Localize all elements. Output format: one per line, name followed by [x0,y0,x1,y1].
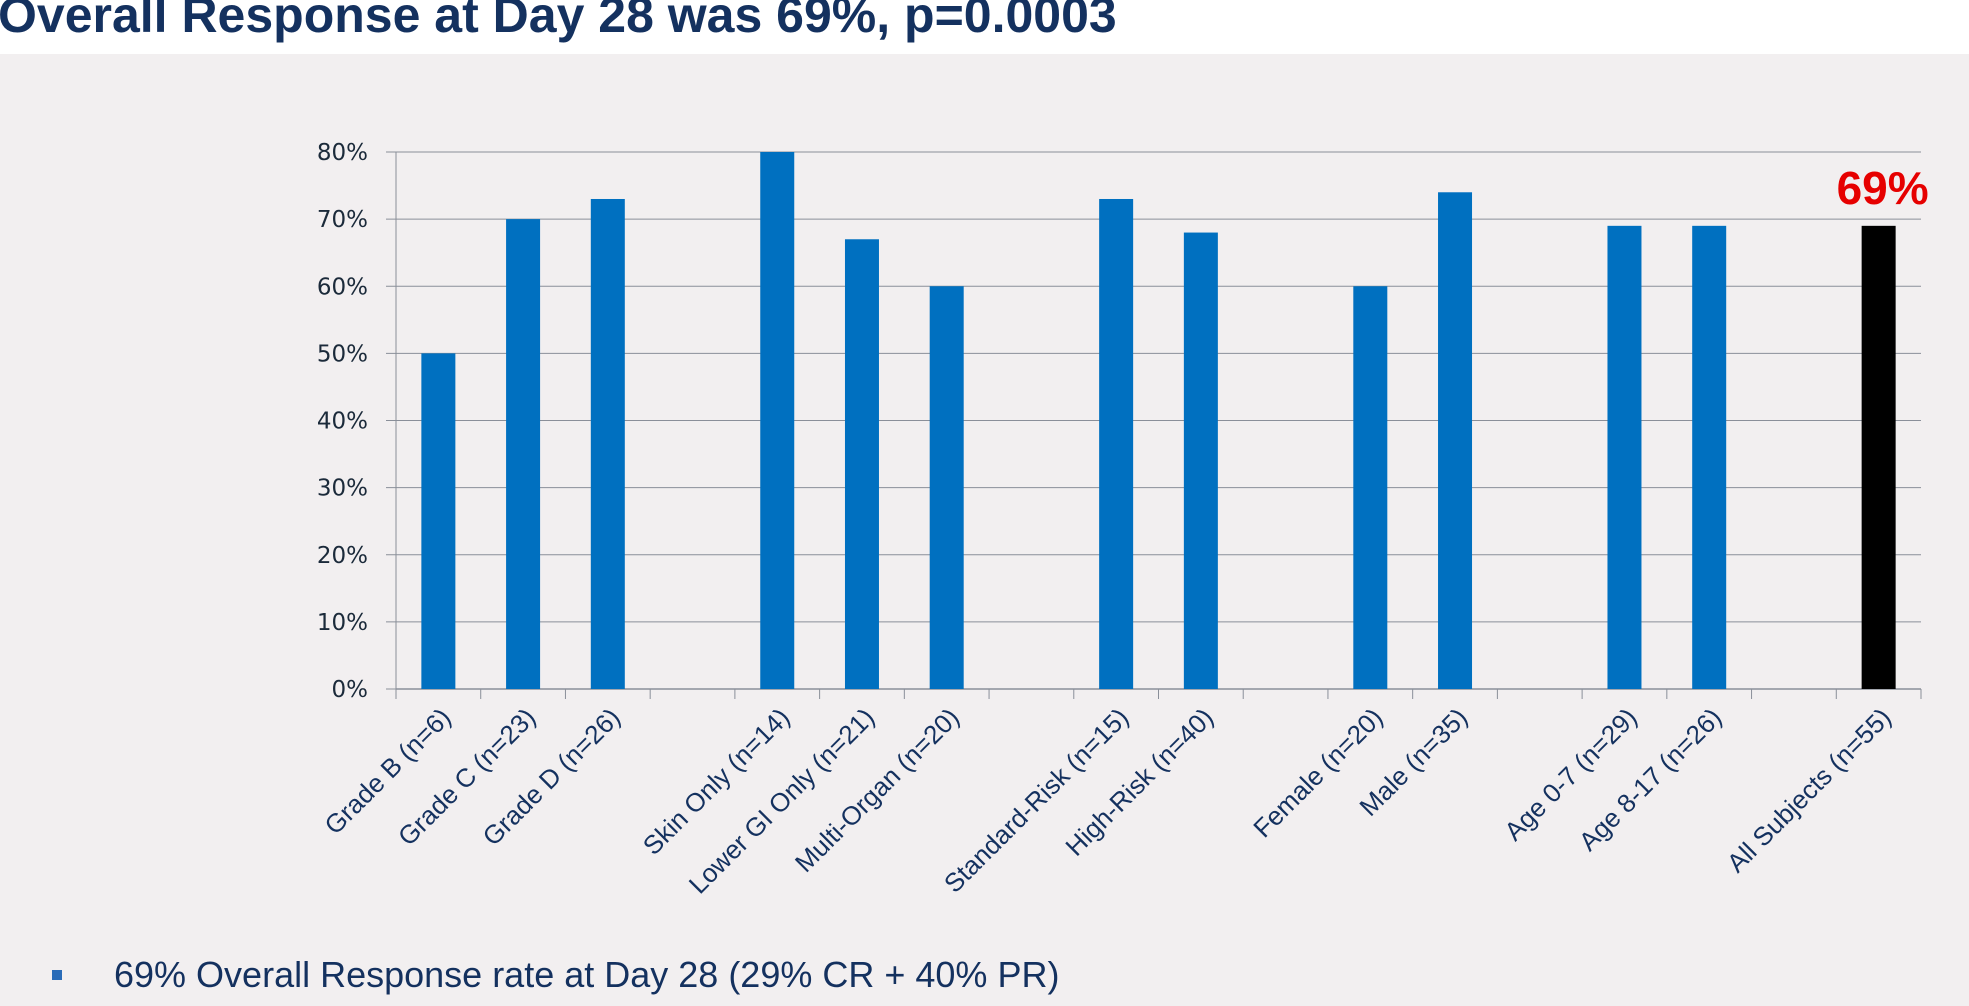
bar [1099,198,1134,690]
bar [1438,192,1473,689]
bar [1692,225,1727,689]
y-tick-label: 50% [317,341,368,367]
category-label: High-Risk (n=40) [1059,702,1219,862]
title-band [0,0,1969,54]
y-tick-label: 40% [317,409,368,435]
category-label: Skin Only (n=14) [637,702,796,861]
bar [1861,225,1896,689]
bar [929,286,964,689]
category-label: Age 8-17 (n=26) [1573,702,1728,857]
bar-chart: 0%10%20%30%40%50%60%70%80%Grade B (n=6)G… [317,140,1929,900]
bar [506,219,541,689]
category-label: Multi-Organ (n=20) [789,702,965,878]
bar [1183,232,1218,690]
bar [421,353,456,689]
bar [760,152,795,689]
callout-label: 69% [1837,162,1929,214]
category-label: All Subjects (n=55) [1721,702,1897,878]
bar [590,198,625,690]
bar [1353,286,1388,689]
bar [844,239,879,689]
y-tick-label: 60% [317,274,368,300]
y-tick-label: 20% [317,543,368,569]
bullet-text: 69% Overall Response rate at Day 28 (29%… [114,954,1060,995]
bullet-square-icon [52,970,62,980]
bullet-item: 69% Overall Response rate at Day 28 (29%… [52,953,1059,997]
bar [1607,225,1642,689]
y-tick-label: 70% [317,207,368,233]
y-tick-label: 80% [317,140,368,166]
y-tick-label: 10% [317,610,368,636]
y-tick-label: 30% [317,476,368,502]
y-tick-label: 0% [332,677,369,703]
category-label: Female (n=20) [1247,702,1388,843]
slide-title: Overall Response at Day 28 was 69%, p=0.… [0,0,1117,43]
